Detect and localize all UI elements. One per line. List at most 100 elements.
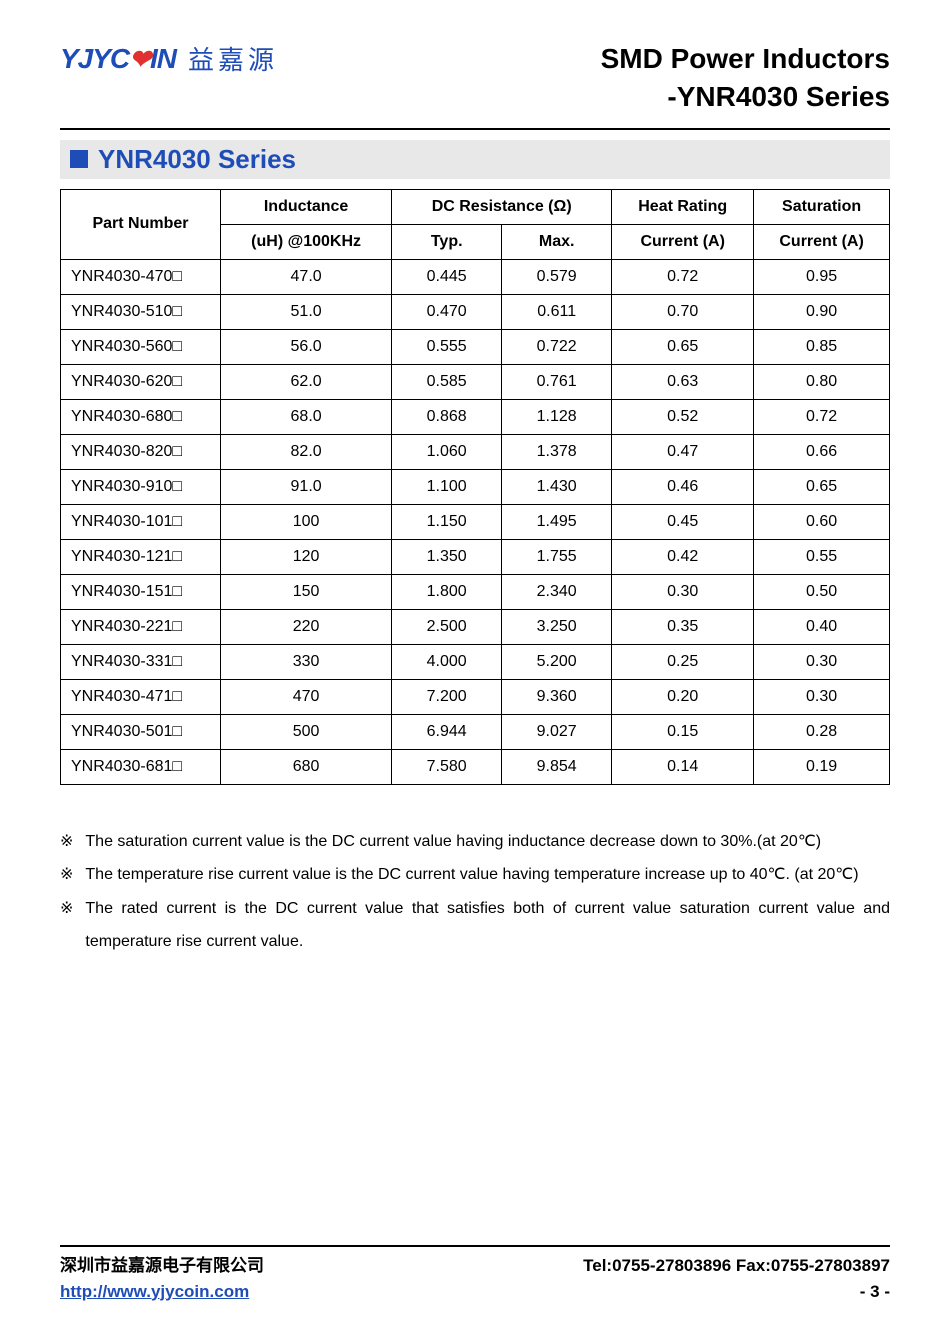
logo-text-1: YJYC❤IN [60,43,176,75]
cell-part-number: YNR4030-121□ [61,539,221,574]
cell-dcr-typ: 1.060 [392,434,502,469]
cell-dcr-max: 1.430 [502,469,612,504]
cell-sat: 0.30 [754,679,890,714]
cell-inductance: 56.0 [221,329,392,364]
cell-part-number: YNR4030-560□ [61,329,221,364]
footer-company: 深圳市益嘉源电子有限公司 [60,1253,264,1279]
cell-dcr-typ: 0.470 [392,294,502,329]
table-row: YNR4030-820□82.01.0601.3780.470.66 [61,434,890,469]
note-2-text: The temperature rise current value is th… [85,858,890,892]
cell-dcr-max: 1.378 [502,434,612,469]
cell-sat: 0.90 [754,294,890,329]
cell-inductance: 120 [221,539,392,574]
cell-part-number: YNR4030-510□ [61,294,221,329]
cell-part-number: YNR4030-221□ [61,609,221,644]
cell-dcr-typ: 1.100 [392,469,502,504]
cell-inductance: 100 [221,504,392,539]
table-row: YNR4030-560□56.00.5550.7220.650.85 [61,329,890,364]
cell-heat: 0.46 [612,469,754,504]
cell-dcr-typ: 4.000 [392,644,502,679]
document-title: SMD Power Inductors -YNR4030 Series [601,40,890,116]
footer-url-link[interactable]: http://www.yjycoin.com [60,1279,249,1305]
cell-dcr-max: 0.761 [502,364,612,399]
cell-sat: 0.50 [754,574,890,609]
cell-heat: 0.52 [612,399,754,434]
title-line-1: SMD Power Inductors [601,40,890,78]
cell-dcr-typ: 0.555 [392,329,502,364]
cell-sat: 0.80 [754,364,890,399]
header-divider [60,128,890,130]
table-row: YNR4030-620□62.00.5850.7610.630.80 [61,364,890,399]
section-header: YNR4030 Series [60,140,890,179]
col-dcr-max: Max. [502,224,612,259]
cell-sat: 0.19 [754,749,890,784]
cell-sat: 0.28 [754,714,890,749]
table-row: YNR4030-121□1201.3501.7550.420.55 [61,539,890,574]
cell-inductance: 680 [221,749,392,784]
cell-dcr-max: 2.340 [502,574,612,609]
cell-heat: 0.47 [612,434,754,469]
cell-inductance: 51.0 [221,294,392,329]
cell-sat: 0.85 [754,329,890,364]
table-row: YNR4030-151□1501.8002.3400.300.50 [61,574,890,609]
cell-part-number: YNR4030-470□ [61,259,221,294]
col-sat-top: Saturation [754,189,890,224]
cell-inductance: 82.0 [221,434,392,469]
note-mark: ※ [60,892,73,959]
cell-dcr-max: 1.128 [502,399,612,434]
cell-inductance: 150 [221,574,392,609]
cell-part-number: YNR4030-331□ [61,644,221,679]
col-heat-top: Heat Rating [612,189,754,224]
cell-dcr-max: 9.360 [502,679,612,714]
cell-dcr-typ: 7.580 [392,749,502,784]
note-1: ※ The saturation current value is the DC… [60,825,890,859]
cell-heat: 0.45 [612,504,754,539]
page-footer: 深圳市益嘉源电子有限公司 Tel:0755-27803896 Fax:0755-… [60,1245,890,1304]
table-row: YNR4030-910□91.01.1001.4300.460.65 [61,469,890,504]
cell-inductance: 68.0 [221,399,392,434]
col-dcr-typ: Typ. [392,224,502,259]
cell-part-number: YNR4030-471□ [61,679,221,714]
cell-part-number: YNR4030-620□ [61,364,221,399]
table-row: YNR4030-101□1001.1501.4950.450.60 [61,504,890,539]
cell-dcr-max: 0.722 [502,329,612,364]
col-inductance-bottom: (uH) @100KHz [221,224,392,259]
cell-part-number: YNR4030-151□ [61,574,221,609]
col-heat-bottom: Current (A) [612,224,754,259]
cell-dcr-typ: 1.350 [392,539,502,574]
footer-divider [60,1245,890,1247]
title-line-2: -YNR4030 Series [601,78,890,116]
cell-heat: 0.35 [612,609,754,644]
col-dcr: DC Resistance (Ω) [392,189,612,224]
cell-sat: 0.60 [754,504,890,539]
cell-heat: 0.15 [612,714,754,749]
note-3: ※ The rated current is the DC current va… [60,892,890,959]
table-row: YNR4030-221□2202.5003.2500.350.40 [61,609,890,644]
cell-sat: 0.55 [754,539,890,574]
section-title: YNR4030 Series [98,144,296,175]
cell-dcr-typ: 7.200 [392,679,502,714]
cell-inductance: 91.0 [221,469,392,504]
col-inductance-top: Inductance [221,189,392,224]
cell-heat: 0.42 [612,539,754,574]
footer-page-number: - 3 - [860,1279,890,1305]
cell-dcr-typ: 0.585 [392,364,502,399]
table-row: YNR4030-471□4707.2009.3600.200.30 [61,679,890,714]
col-sat-bottom: Current (A) [754,224,890,259]
cell-heat: 0.14 [612,749,754,784]
cell-dcr-max: 9.854 [502,749,612,784]
cell-part-number: YNR4030-681□ [61,749,221,784]
header: YJYC❤IN 益嘉源 SMD Power Inductors -YNR4030… [60,40,890,116]
cell-heat: 0.63 [612,364,754,399]
cell-dcr-typ: 1.150 [392,504,502,539]
cell-heat: 0.65 [612,329,754,364]
cell-heat: 0.70 [612,294,754,329]
cell-sat: 0.65 [754,469,890,504]
cell-dcr-typ: 2.500 [392,609,502,644]
cell-dcr-typ: 1.800 [392,574,502,609]
cell-heat: 0.72 [612,259,754,294]
table-row: YNR4030-510□51.00.4700.6110.700.90 [61,294,890,329]
cell-dcr-max: 9.027 [502,714,612,749]
cell-inductance: 62.0 [221,364,392,399]
logo-leaf-icon: ❤ [129,44,150,74]
